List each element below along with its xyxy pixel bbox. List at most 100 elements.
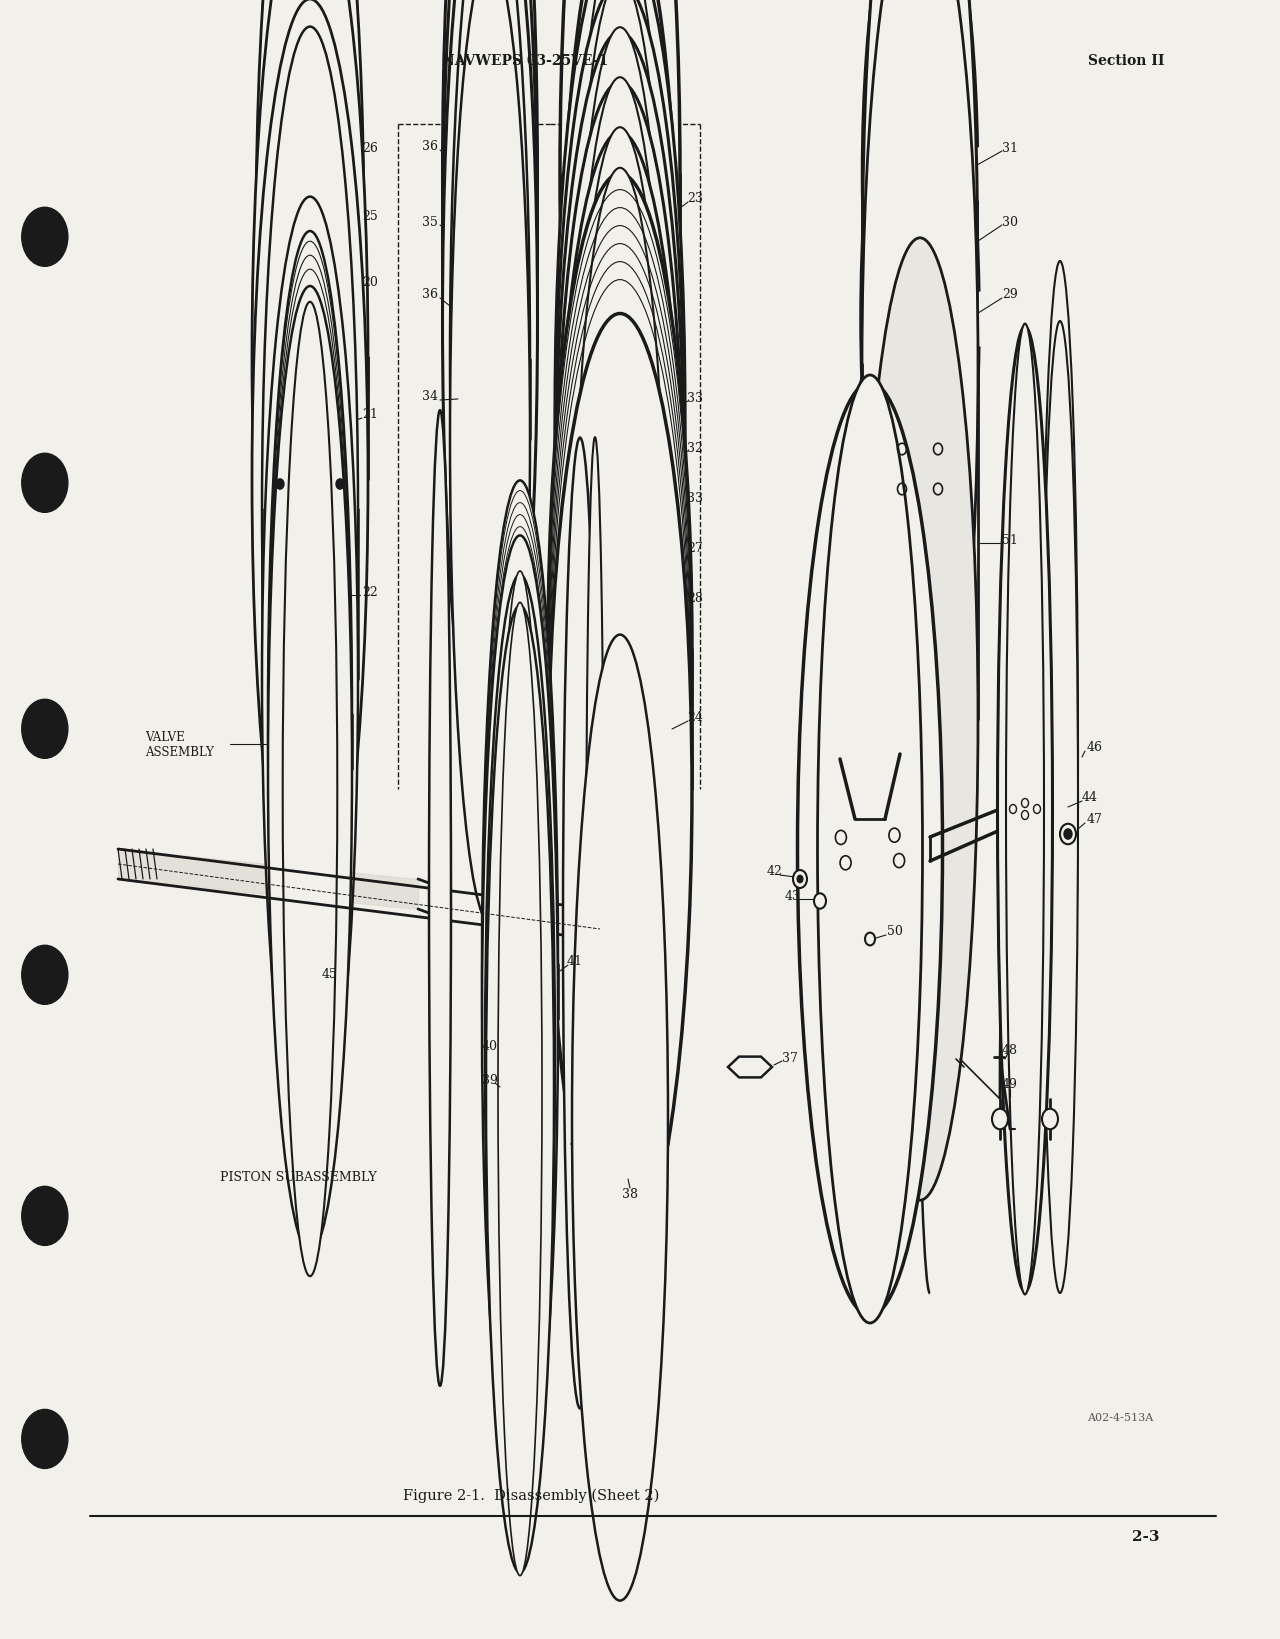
Text: Section II: Section II [1088,54,1165,67]
Text: A02-4-513A: A02-4-513A [1087,1413,1153,1423]
Text: 37: 37 [782,1051,797,1064]
Ellipse shape [573,0,667,941]
Circle shape [1042,1110,1059,1129]
Text: 40: 40 [483,1039,498,1052]
Circle shape [1021,811,1029,820]
Text: 47: 47 [1087,813,1103,826]
Ellipse shape [451,0,530,844]
Text: 50: 50 [887,924,902,938]
Text: 21: 21 [362,408,378,421]
Ellipse shape [456,0,524,803]
Text: 46: 46 [1087,741,1103,754]
Ellipse shape [256,0,364,711]
Ellipse shape [861,0,978,846]
Text: 33: 33 [687,392,703,405]
Circle shape [794,870,806,888]
Text: 39: 39 [483,1074,498,1087]
Text: 35: 35 [422,215,438,228]
Circle shape [888,829,900,842]
Ellipse shape [572,636,668,1601]
Text: 34: 34 [422,390,438,403]
Ellipse shape [456,0,524,731]
Ellipse shape [561,0,680,847]
Circle shape [1060,824,1076,844]
Ellipse shape [252,0,369,838]
Ellipse shape [573,0,667,892]
Ellipse shape [861,239,978,1200]
Ellipse shape [443,0,538,654]
Text: VALVE
ASSEMBLY: VALVE ASSEMBLY [145,731,214,759]
Ellipse shape [556,84,685,1036]
Ellipse shape [556,0,685,887]
Text: 33: 33 [687,492,703,505]
Text: 29: 29 [1002,288,1018,302]
Circle shape [22,946,68,1005]
Circle shape [1021,800,1029,808]
Ellipse shape [573,128,667,1092]
Ellipse shape [879,0,961,729]
Ellipse shape [498,603,541,1575]
Ellipse shape [451,0,530,924]
Text: 36: 36 [422,288,438,302]
Circle shape [22,208,68,267]
Circle shape [836,831,846,846]
Ellipse shape [548,315,692,1265]
Ellipse shape [270,0,349,716]
Ellipse shape [580,0,660,657]
Ellipse shape [586,438,604,1413]
Ellipse shape [429,411,451,1387]
Text: 38: 38 [622,1188,637,1201]
Ellipse shape [1042,321,1078,1293]
Text: 2-3: 2-3 [1132,1529,1160,1542]
Ellipse shape [548,174,692,1124]
Ellipse shape [818,375,923,1323]
Ellipse shape [443,0,538,798]
Circle shape [1010,805,1016,815]
Ellipse shape [283,303,338,1277]
Circle shape [276,480,284,490]
Ellipse shape [556,33,685,987]
Text: 27: 27 [687,541,703,554]
Circle shape [22,1187,68,1246]
Text: 41: 41 [567,956,582,969]
Text: 23: 23 [687,192,703,205]
Ellipse shape [252,0,369,959]
Ellipse shape [1042,262,1078,1233]
Circle shape [840,856,851,870]
Circle shape [22,1410,68,1469]
Ellipse shape [561,0,680,652]
Text: 25: 25 [362,210,378,223]
Text: 20: 20 [362,277,378,290]
Circle shape [797,875,803,883]
Ellipse shape [573,28,667,992]
Polygon shape [728,1057,772,1078]
Polygon shape [572,1121,668,1167]
Ellipse shape [262,28,358,992]
Ellipse shape [556,0,685,936]
Ellipse shape [273,0,348,661]
Circle shape [22,454,68,513]
Circle shape [814,893,826,910]
Ellipse shape [262,197,358,1162]
Ellipse shape [268,287,352,1252]
Circle shape [865,933,876,946]
Text: 22: 22 [362,585,378,598]
Circle shape [335,480,344,490]
Circle shape [1033,805,1041,815]
Text: 24: 24 [687,711,703,724]
Ellipse shape [1006,325,1044,1295]
Text: 30: 30 [1002,215,1018,228]
Text: 26: 26 [362,141,378,154]
Ellipse shape [497,572,543,1542]
Text: 32: 32 [687,441,703,454]
Ellipse shape [443,0,538,728]
Ellipse shape [486,606,554,1573]
Text: 49: 49 [1002,1078,1018,1092]
Ellipse shape [260,0,360,656]
Ellipse shape [863,0,978,724]
Ellipse shape [573,79,667,1041]
Text: 36: 36 [422,141,438,154]
Ellipse shape [797,384,942,1316]
Text: 51: 51 [1002,533,1018,546]
Ellipse shape [556,133,685,1087]
